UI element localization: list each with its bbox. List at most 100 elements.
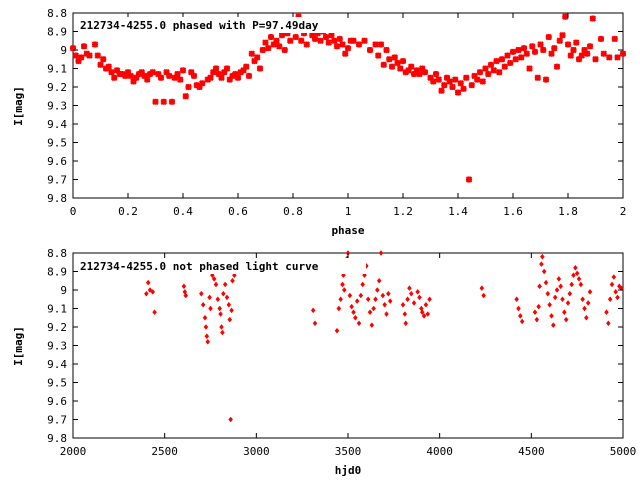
unphased-data-point [400, 301, 406, 308]
phased-data-point [78, 54, 85, 61]
unphased-y-tick-label: 9.2 [47, 321, 67, 334]
phased-data-point [454, 89, 462, 96]
unphased-y-tick-label: 8.8 [47, 247, 67, 260]
phased-data-point [196, 83, 203, 91]
unphased-data-point [536, 303, 541, 310]
phased-data-point [526, 65, 533, 72]
unphased-data-point [554, 287, 560, 293]
phased-x-tick-label: 1.8 [558, 205, 578, 218]
unphased-data-point [338, 296, 343, 303]
unphased-data-point [222, 281, 228, 288]
phased-x-tick-label: 2 [620, 205, 627, 218]
phased-y-tick-label: 9.3 [47, 100, 67, 113]
unphased-data-point [587, 288, 593, 295]
phased-data-point [556, 37, 563, 44]
phased-data-point [504, 52, 511, 59]
phased-data-point [529, 43, 536, 50]
unphased-data-point [618, 285, 624, 292]
unphased-data-point [208, 305, 213, 312]
phased-data-point [542, 76, 550, 83]
unphased-y-axis-label: I[mag] [12, 326, 25, 366]
unphased-data-point [349, 303, 354, 310]
unphased-data-point [144, 290, 149, 297]
phased-data-point [383, 46, 390, 54]
unphased-data-point [200, 301, 206, 308]
phased-data-point [122, 72, 129, 80]
phased-data-point [97, 61, 104, 69]
phased-data-point [234, 74, 242, 81]
phased-data-point [185, 83, 192, 91]
phased-data-point [276, 43, 283, 50]
phased-data-point [133, 74, 140, 81]
phased-data-point [545, 33, 552, 41]
unphased-data-point [411, 300, 417, 306]
phased-data-point [435, 76, 442, 83]
phased-data-point [303, 41, 310, 48]
phased-data-point [394, 59, 401, 67]
unphased-x-tick-label: 3500 [335, 445, 362, 458]
unphased-data-point [351, 309, 356, 316]
unphased-data-point [334, 327, 340, 334]
phased-data-point [474, 76, 481, 83]
phased-data-point [94, 52, 101, 59]
unphased-data-point [547, 301, 552, 308]
phased-data-point [515, 46, 522, 54]
phased-data-point [463, 74, 470, 81]
phased-y-tick-label: 9.7 [47, 174, 67, 187]
unphased-data-point [211, 275, 217, 282]
phased-data-point [75, 57, 82, 65]
unphased-data-point [560, 296, 565, 303]
unphased-data-point [202, 314, 208, 321]
phased-y-tick-label: 9.5 [47, 137, 67, 150]
phased-x-tick-label: 0.4 [173, 205, 193, 218]
phased-data-point [498, 56, 506, 63]
unphased-data-point [540, 253, 545, 260]
phased-data-point [218, 74, 225, 81]
phased-data-point [592, 56, 599, 63]
phased-data-point [226, 76, 233, 83]
unphased-data-point [371, 305, 376, 312]
phased-x-tick-label: 1.6 [503, 205, 523, 218]
phased-data-point [487, 61, 495, 69]
unphased-data-point [213, 281, 219, 288]
unphased-data-point [615, 294, 620, 301]
unphased-x-tick-label: 5000 [610, 445, 637, 458]
phased-data-point [163, 68, 170, 76]
unphased-data-point [539, 261, 544, 268]
unphased-data-point [532, 309, 538, 316]
phased-data-point [292, 33, 299, 41]
unphased-x-tick-label: 2000 [60, 445, 87, 458]
phased-data-point [377, 41, 385, 48]
phased-y-tick-label: 9 [60, 44, 67, 57]
phased-data-point [108, 68, 115, 76]
unphased-data-point [573, 264, 578, 271]
unphased-data-point [384, 311, 389, 317]
phased-data-point [182, 93, 189, 100]
unphased-data-point [609, 281, 615, 288]
unphased-y-tick-label: 9.6 [47, 395, 67, 408]
phased-data-point [262, 39, 269, 46]
phased-data-point [564, 41, 572, 48]
phased-data-point [113, 67, 121, 74]
phased-data-point [548, 50, 555, 57]
unphased-x-tick-label: 4500 [518, 445, 545, 458]
phased-data-point [523, 50, 530, 57]
unphased-data-point [578, 281, 584, 288]
unphased-data-point [558, 283, 563, 290]
phased-data-point [177, 76, 184, 83]
phased-data-point [171, 74, 178, 81]
phased-data-point [166, 72, 173, 80]
unphased-data-point [415, 288, 420, 295]
phased-data-point [611, 35, 618, 43]
unphased-data-point [375, 287, 380, 293]
unphased-data-point [382, 301, 387, 308]
phased-data-point [124, 68, 132, 76]
phased-data-point [567, 52, 574, 59]
phased-data-point [278, 31, 286, 39]
phased-data-point [207, 74, 214, 81]
phased-data-point [578, 52, 585, 59]
phased-data-point [130, 78, 137, 85]
phased-data-point [531, 48, 539, 56]
unphased-data-point [380, 292, 386, 299]
phased-data-point [199, 80, 206, 87]
